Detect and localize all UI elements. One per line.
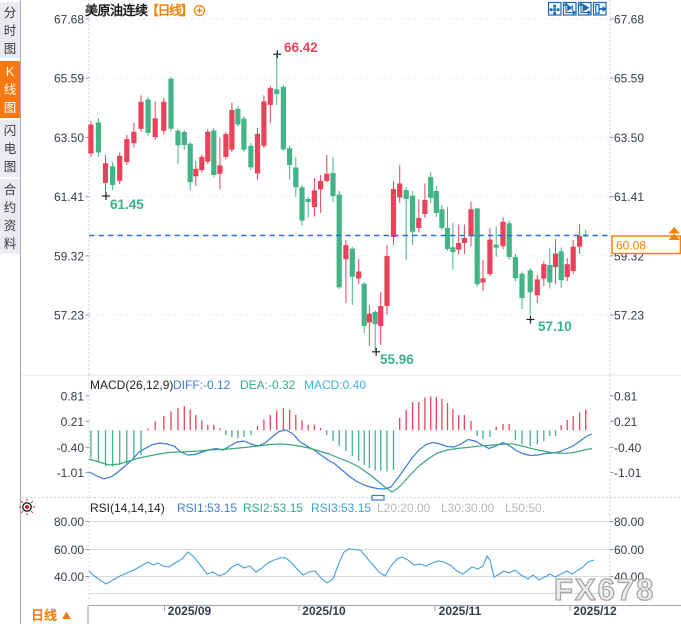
svg-text:65.59: 65.59 [54, 72, 84, 86]
svg-text:L20:20.00: L20:20.00 [377, 501, 431, 515]
svg-text:55.96: 55.96 [380, 352, 414, 367]
svg-text:57.23: 57.23 [54, 309, 84, 323]
svg-text:-0.40: -0.40 [614, 441, 642, 455]
svg-text:闪: 闪 [4, 124, 17, 138]
svg-text:图: 图 [4, 42, 17, 56]
svg-text:0.21: 0.21 [614, 415, 638, 429]
svg-text:61.41: 61.41 [614, 190, 644, 204]
svg-text:2025/09: 2025/09 [168, 604, 212, 618]
svg-text:线: 线 [4, 83, 17, 97]
svg-text:57.10: 57.10 [538, 319, 572, 334]
svg-text:67.68: 67.68 [614, 13, 644, 27]
svg-text:63.50: 63.50 [614, 131, 644, 145]
svg-text:60.00: 60.00 [54, 543, 84, 557]
svg-text:2025/12: 2025/12 [573, 604, 617, 618]
svg-text:RSI3:53.15: RSI3:53.15 [311, 501, 371, 515]
svg-text:美原油连续: 美原油连续 [85, 3, 148, 18]
svg-text:63.50: 63.50 [54, 131, 84, 145]
svg-text:60.00: 60.00 [614, 543, 644, 557]
svg-text:日线: 日线 [31, 608, 57, 623]
svg-text:分: 分 [4, 6, 17, 20]
svg-text:MACD:0.40: MACD:0.40 [304, 378, 366, 392]
svg-text:65.59: 65.59 [614, 72, 644, 86]
svg-text:0.81: 0.81 [614, 389, 638, 403]
svg-text:57.23: 57.23 [614, 309, 644, 323]
svg-text:RSI2:53.15: RSI2:53.15 [243, 501, 303, 515]
svg-text:RSI1:53.15: RSI1:53.15 [177, 501, 237, 515]
svg-text:40.00: 40.00 [614, 570, 644, 584]
svg-text:FX678: FX678 [554, 572, 655, 607]
svg-text:时: 时 [4, 24, 17, 38]
svg-text:约: 约 [4, 200, 17, 215]
svg-text:67.68: 67.68 [54, 13, 84, 27]
svg-text:60.08: 60.08 [616, 239, 646, 253]
svg-text:MACD(26,12,9): MACD(26,12,9) [90, 378, 173, 392]
svg-text:61.41: 61.41 [54, 190, 84, 204]
svg-text:料: 料 [4, 237, 17, 251]
svg-text:-1.01: -1.01 [57, 466, 85, 480]
svg-text:80.00: 80.00 [614, 515, 644, 529]
svg-text:L30:30.00: L30:30.00 [441, 501, 495, 515]
svg-text:RSI(14,14,14): RSI(14,14,14) [90, 501, 165, 515]
svg-text:L50:50.: L50:50. [505, 501, 545, 515]
svg-text:K: K [6, 65, 15, 79]
svg-text:66.42: 66.42 [284, 40, 318, 55]
svg-text:【日线】: 【日线】 [146, 3, 192, 18]
svg-text:61.45: 61.45 [110, 197, 144, 212]
svg-text:图: 图 [4, 101, 17, 115]
svg-text:2025/11: 2025/11 [439, 604, 482, 618]
svg-text:图: 图 [4, 160, 17, 174]
svg-text:40.00: 40.00 [54, 570, 84, 584]
svg-text:0.21: 0.21 [61, 415, 85, 429]
svg-text:-0.40: -0.40 [57, 441, 85, 455]
svg-text:DIFF:-0.12: DIFF:-0.12 [173, 378, 231, 392]
svg-text:59.32: 59.32 [54, 249, 84, 263]
svg-text:2025/10: 2025/10 [302, 604, 346, 618]
svg-text:合: 合 [4, 182, 17, 197]
svg-text:-1.01: -1.01 [614, 466, 642, 480]
svg-text:80.00: 80.00 [54, 515, 84, 529]
svg-text:DEA:-0.32: DEA:-0.32 [240, 378, 296, 392]
svg-text:电: 电 [4, 142, 17, 156]
svg-text:0.81: 0.81 [61, 389, 85, 403]
svg-text:资: 资 [4, 219, 17, 233]
